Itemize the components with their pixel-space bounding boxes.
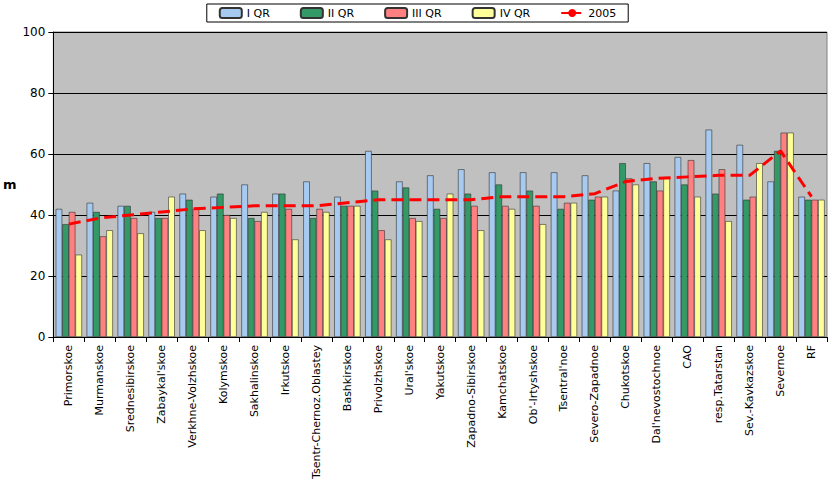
svg-text:Verkhne-Volzhskoe: Verkhne-Volzhskoe xyxy=(186,345,199,448)
svg-text:Zapadno-Sibirskoe: Zapadno-Sibirskoe xyxy=(465,345,478,448)
svg-text:80: 80 xyxy=(30,86,45,100)
svg-text:I QR: I QR xyxy=(247,7,270,20)
svg-text:0: 0 xyxy=(38,330,46,344)
svg-text:Zabaykal'skoe: Zabaykal'skoe xyxy=(155,345,168,424)
svg-text:CAO: CAO xyxy=(681,345,694,369)
svg-text:Murmanskoe: Murmanskoe xyxy=(93,345,106,416)
svg-text:60: 60 xyxy=(30,147,45,161)
svg-text:Ural'skoe: Ural'skoe xyxy=(403,345,416,396)
svg-text:Ob'-Irtyshskoe: Ob'-Irtyshskoe xyxy=(527,345,540,424)
svg-text:Bashkirskoe: Bashkirskoe xyxy=(341,345,354,411)
svg-text:Irkutskoe: Irkutskoe xyxy=(279,345,292,396)
svg-text:Severnoe: Severnoe xyxy=(774,345,787,397)
svg-text:Dal'nevostochnoe: Dal'nevostochnoe xyxy=(650,345,663,444)
svg-text:IV QR: IV QR xyxy=(500,7,531,20)
svg-text:Kamchatskoe: Kamchatskoe xyxy=(496,345,509,419)
svg-text:Yakutskoe: Yakutskoe xyxy=(434,345,447,401)
svg-text:100: 100 xyxy=(22,25,45,39)
svg-text:Sakhalinskoe: Sakhalinskoe xyxy=(248,345,261,417)
svg-text:Kolymskoe: Kolymskoe xyxy=(217,345,230,404)
svg-text:m: m xyxy=(3,177,17,192)
svg-text:III QR: III QR xyxy=(412,7,442,20)
svg-text:Tsentr-Chernoz.Oblastey: Tsentr-Chernoz.Oblastey xyxy=(310,345,323,480)
svg-text:II QR: II QR xyxy=(328,7,355,20)
svg-text:Primorskoe: Primorskoe xyxy=(62,345,75,406)
svg-text:40: 40 xyxy=(30,208,45,222)
svg-text:Severo-Zapadnoe: Severo-Zapadnoe xyxy=(588,345,601,443)
svg-text:Srednesibirskoe: Srednesibirskoe xyxy=(124,345,137,433)
svg-text:Chukotskoe: Chukotskoe xyxy=(619,345,632,409)
svg-text:20: 20 xyxy=(30,269,45,283)
svg-text:2005: 2005 xyxy=(588,7,616,20)
svg-text:Tsentral'noe: Tsentral'noe xyxy=(557,345,570,413)
svg-text:Privolzhskoe: Privolzhskoe xyxy=(372,345,385,413)
svg-text:Sev.-Kavkazskoe: Sev.-Kavkazskoe xyxy=(743,345,756,436)
svg-text:resp.Tatarstan: resp.Tatarstan xyxy=(712,345,725,423)
svg-text:RF: RF xyxy=(805,345,818,359)
